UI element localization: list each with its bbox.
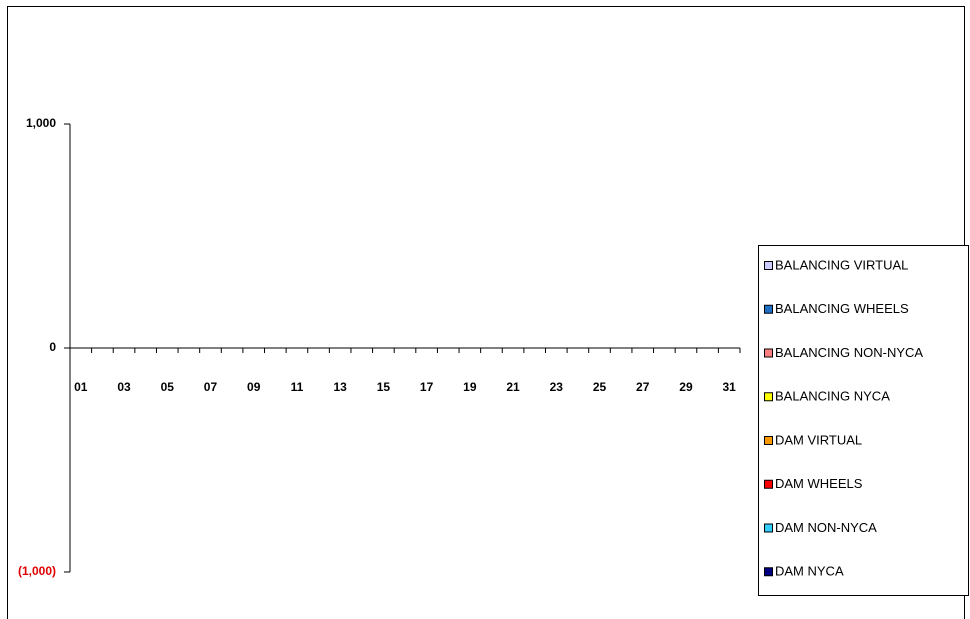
legend-swatch — [764, 436, 773, 445]
x-tick-label: 19 — [463, 380, 477, 394]
legend-swatch — [764, 479, 773, 489]
x-tick-label: 01 — [74, 380, 88, 394]
x-tick-label: 23 — [550, 380, 564, 394]
legend-swatch — [764, 392, 773, 402]
legend-swatch — [764, 523, 773, 533]
x-tick-label: 15 — [377, 380, 391, 394]
legend-label: BALANCING NYCA — [775, 389, 890, 404]
x-tick-label: 03 — [117, 380, 131, 394]
y-tick-label: 0 — [49, 340, 56, 354]
x-tick-label: 07 — [204, 380, 218, 394]
x-tick-label: 21 — [506, 380, 520, 394]
x-tick-label: 13 — [333, 380, 347, 394]
legend-label: DAM NYCA — [775, 564, 844, 579]
y-tick-label: 1,000 — [26, 116, 56, 130]
legend-box — [758, 245, 969, 596]
legend-label: DAM NON-NYCA — [775, 520, 877, 535]
x-tick-label: 31 — [723, 380, 737, 394]
legend-swatch — [764, 348, 773, 358]
legend-label: BALANCING WHEELS — [775, 301, 909, 316]
x-tick-label: 05 — [161, 380, 175, 394]
x-tick-label: 11 — [291, 380, 304, 394]
x-tick-label: 09 — [247, 380, 261, 394]
x-tick-label: 17 — [420, 380, 434, 394]
legend-swatch — [764, 567, 773, 577]
x-tick-label: 25 — [593, 380, 607, 394]
x-tick-label: 29 — [679, 380, 693, 394]
legend-swatch — [764, 304, 773, 314]
legend-label: BALANCING VIRTUAL — [775, 257, 908, 272]
x-tick-label: 27 — [636, 380, 650, 394]
legend-swatch — [764, 261, 773, 270]
legend-label: BALANCING NON-NYCA — [775, 345, 923, 360]
legend-label: DAM VIRTUAL — [775, 432, 862, 447]
y-tick-label: (1,000) — [18, 564, 56, 578]
legend-label: DAM WHEELS — [775, 476, 863, 491]
